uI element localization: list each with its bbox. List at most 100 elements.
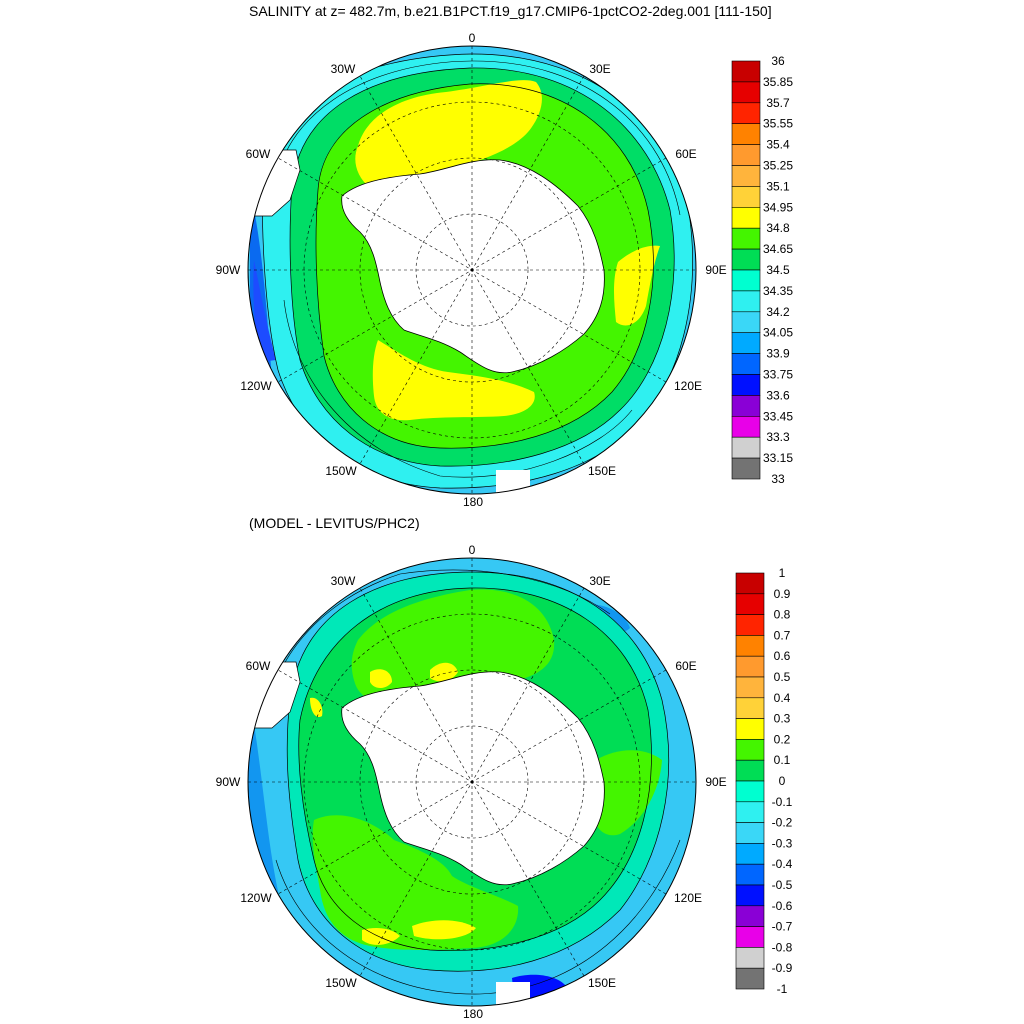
- colorbar-top-tick-label: 35.25: [763, 159, 793, 173]
- colorbar-bottom-swatch: [735, 947, 765, 969]
- colorbar-top-swatch: [731, 144, 761, 166]
- colorbar-bottom-swatch: [735, 635, 765, 657]
- colorbar-bottom-tick-label: 0: [779, 774, 786, 788]
- colorbar-top-swatch: [731, 248, 761, 271]
- colorbar-top-swatch: [731, 81, 761, 104]
- lon-label-120w-b: 120W: [240, 891, 272, 905]
- colorbar-bottom-tick-label: -0.2: [772, 816, 793, 830]
- colorbar-top-swatch: [731, 186, 761, 208]
- colorbar-bottom-swatch: [735, 884, 765, 907]
- lon-label-150e-b: 150E: [588, 976, 616, 990]
- colorbar-bottom-swatch: [735, 593, 765, 615]
- colorbar-bottom-swatch: [735, 780, 765, 803]
- colorbar-top-tick-label: 33.9: [766, 347, 790, 361]
- colorbar-bottom: 1 0.9 0.8 0.7 0.6 0.5 0.4 0.3 0.2 0.1 0 -0.1 -0.2 -0.…: [735, 566, 793, 996]
- colorbar-top-tick-label: 33.75: [763, 368, 793, 382]
- map-bottom-fields: [248, 558, 696, 1006]
- colorbar-bottom-swatch: [735, 801, 765, 823]
- field-34-8-pacific: [372, 340, 535, 421]
- field-33-75: [253, 260, 276, 362]
- colorbar-bottom-swatch: [735, 822, 765, 844]
- colorbar-top-tick-label: 36: [771, 54, 785, 68]
- colorbar-bottom-swatch: [735, 739, 765, 761]
- colorbar-bottom-swatch: [735, 676, 765, 699]
- lon-label-30w: 30W: [331, 62, 356, 76]
- map-top-fields: [248, 46, 696, 494]
- colorbar-top-swatch: [731, 165, 761, 187]
- colorbar-top-swatch: [731, 60, 761, 83]
- map-top-border: [247, 45, 697, 495]
- lon-label-90e: 90E: [705, 263, 726, 277]
- colorbar-bottom-swatch: [735, 697, 765, 719]
- lon-label-180-b: 180: [463, 1007, 483, 1021]
- colorbar-top-swatch: [731, 374, 761, 396]
- colorbar-top-swatch: [731, 395, 761, 417]
- lon-label-120e: 120E: [674, 379, 702, 393]
- colorbar-top-swatch: [731, 207, 761, 229]
- colorbar-top-tick-label: 34.05: [763, 326, 793, 340]
- colorbar-top: 36 35.85 35.7 35.55 35.4 35.25 35.1 34.95 34.8 34…: [731, 54, 793, 486]
- lon-label-90e-b: 90E: [705, 775, 726, 789]
- colorbar-bottom-swatch: [735, 718, 765, 740]
- lon-label-150e: 150E: [588, 464, 616, 478]
- colorbar-bottom-tick-label: 0.4: [774, 691, 791, 705]
- lon-label-60e-b: 60E: [675, 659, 696, 673]
- lon-label-60w: 60W: [246, 147, 271, 161]
- lon-label-30e: 30E: [589, 62, 610, 76]
- colorbar-top-tick-label: 34.65: [763, 242, 793, 256]
- colorbar-top-tick-label: 35.1: [766, 179, 790, 193]
- lon-label-120w: 120W: [240, 379, 272, 393]
- field-34-8-indian: [614, 245, 660, 326]
- colorbar-top-tick-label: 33.45: [763, 409, 793, 423]
- colorbar-bottom-swatch: [735, 572, 765, 595]
- colorbar-bottom-swatch: [735, 863, 765, 886]
- lon-label-30e-b: 30E: [589, 574, 610, 588]
- map-title-bottom: (MODEL - LEVITUS/PHC2): [249, 515, 420, 531]
- colorbar-bottom-tick-label: -0.9: [772, 961, 793, 975]
- colorbar-top-tick-label: 34.95: [763, 200, 793, 214]
- colorbar-top-swatch: [731, 102, 761, 125]
- colorbar-bottom-tick-label: 0.1: [774, 753, 791, 767]
- colorbar-bottom-swatch: [735, 967, 765, 990]
- colorbar-bottom-tick-label: 0.8: [774, 608, 791, 622]
- colorbar-top-tick-label: 34.5: [766, 263, 790, 277]
- colorbar-bottom-tick-label: 0.9: [774, 587, 791, 601]
- field-0-3-patch-a: [370, 669, 392, 688]
- colorbar-bottom-tick-label: -0.3: [772, 836, 793, 850]
- colorbar-bottom-swatch: [735, 614, 765, 636]
- field-0-2-pacific: [312, 815, 519, 950]
- colorbar-bottom-tick-label: 0.2: [774, 732, 791, 746]
- colorbar-top-swatch: [731, 290, 761, 313]
- map-title-top: SALINITY at z= 482.7m, b.e21.B1PCT.f19_g…: [249, 3, 772, 19]
- colorbar-bottom-swatch: [735, 655, 765, 678]
- field-0-2-indian: [592, 750, 662, 836]
- colorbar-bottom-swatch: [735, 926, 765, 948]
- colorbar-top-tick-label: 33.6: [766, 388, 790, 402]
- lon-label-90w: 90W: [216, 263, 241, 277]
- colorbar-bottom-tick-label: 0.6: [774, 649, 791, 663]
- field-0-3-patch-d: [412, 920, 476, 940]
- colorbar-top-swatch: [731, 311, 761, 333]
- colorbar-top-tick-label: 33: [771, 472, 785, 486]
- colorbar-top-swatch: [731, 436, 761, 459]
- colorbar-top-tick-label: 35.85: [763, 75, 793, 89]
- colorbar-top-tick-label: 35.7: [766, 96, 790, 110]
- colorbar-bottom-tick-label: -1: [777, 982, 788, 996]
- lon-label-120e-b: 120E: [674, 891, 702, 905]
- colorbar-top-swatch: [731, 457, 761, 480]
- colorbar-top-swatch: [731, 269, 761, 292]
- field-0-3-patch-c: [362, 928, 400, 945]
- colorbar-bottom-tick-label: -0.5: [772, 878, 793, 892]
- colorbar-top-swatch: [731, 332, 761, 354]
- colorbar-bottom-tick-label: 1: [779, 566, 786, 580]
- colorbar-top-tick-label: 34.8: [766, 221, 790, 235]
- colorbar-bottom-tick-label: 0.5: [774, 670, 791, 684]
- colorbar-top-tick-label: 35.55: [763, 117, 793, 131]
- colorbar-top-swatch: [731, 227, 761, 250]
- land-antarctica-b: [341, 671, 605, 886]
- lon-label-30w-b: 30W: [331, 574, 356, 588]
- colorbar-bottom-tick-label: -0.7: [772, 920, 793, 934]
- lon-label-60w-b: 60W: [246, 659, 271, 673]
- colorbar-top-swatch: [731, 353, 761, 375]
